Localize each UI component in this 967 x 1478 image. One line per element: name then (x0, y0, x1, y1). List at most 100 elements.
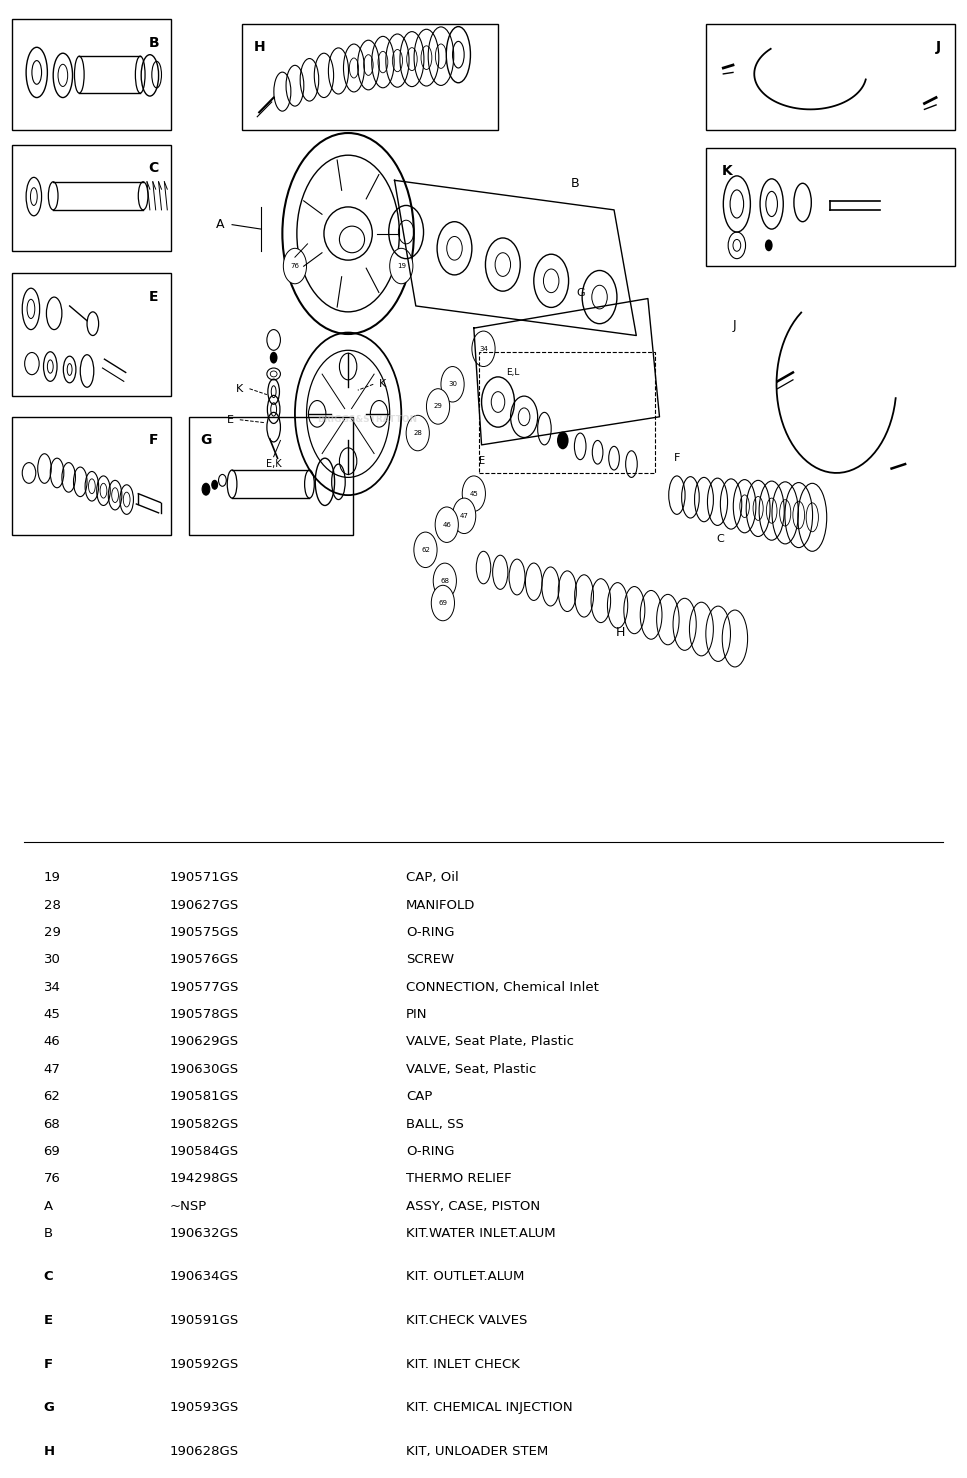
Bar (242, 24, 498, 130)
Text: KIT. OUTLET.ALUM: KIT. OUTLET.ALUM (406, 1271, 524, 1283)
Bar (479, 352, 655, 473)
Text: SCREW: SCREW (406, 953, 454, 967)
Text: E,L: E,L (506, 368, 519, 377)
Text: H: H (616, 627, 626, 638)
Text: G: G (200, 433, 212, 448)
Bar (12, 417, 171, 535)
Text: ASSY, CASE, PISTON: ASSY, CASE, PISTON (406, 1200, 541, 1212)
Text: BALL, SS: BALL, SS (406, 1117, 464, 1131)
Text: 46: 46 (442, 522, 452, 528)
Text: H: H (253, 40, 265, 55)
Text: 29: 29 (44, 927, 60, 939)
Circle shape (406, 415, 429, 451)
Circle shape (557, 432, 569, 449)
Text: G: G (576, 288, 584, 297)
Text: 34: 34 (479, 346, 488, 352)
Circle shape (202, 483, 210, 495)
Text: B: B (571, 177, 579, 189)
Circle shape (765, 239, 773, 251)
Circle shape (453, 498, 476, 534)
Circle shape (426, 389, 450, 424)
Text: 45: 45 (44, 1008, 60, 1021)
Text: 190630GS: 190630GS (169, 1063, 238, 1076)
Text: 68: 68 (440, 578, 450, 584)
Text: 190592GS: 190592GS (169, 1358, 239, 1370)
Circle shape (390, 248, 413, 284)
Text: 190571GS: 190571GS (169, 872, 239, 884)
Circle shape (270, 352, 278, 364)
Text: 62: 62 (421, 547, 430, 553)
Text: 19: 19 (396, 263, 406, 269)
Text: 76: 76 (290, 263, 300, 269)
Text: 69: 69 (44, 1145, 60, 1157)
Text: 190577GS: 190577GS (169, 981, 239, 993)
Text: 19: 19 (44, 872, 60, 884)
Text: KIT.WATER INLET.ALUM: KIT.WATER INLET.ALUM (406, 1227, 556, 1240)
Text: F: F (674, 454, 680, 463)
Text: K: K (236, 384, 244, 393)
Text: J: J (733, 319, 737, 331)
Circle shape (441, 367, 464, 402)
Bar (706, 24, 955, 130)
Text: 190584GS: 190584GS (169, 1145, 238, 1157)
Text: 190634GS: 190634GS (169, 1271, 238, 1283)
Text: 34: 34 (44, 981, 60, 993)
Text: O-RING: O-RING (406, 927, 454, 939)
Text: KIT, UNLOADER STEM: KIT, UNLOADER STEM (406, 1445, 548, 1457)
Text: MANIFOLD: MANIFOLD (406, 899, 476, 912)
Text: 190591GS: 190591GS (169, 1314, 239, 1327)
Text: C: C (44, 1271, 53, 1283)
Text: E: E (44, 1314, 52, 1327)
Text: 47: 47 (44, 1063, 60, 1076)
Text: H: H (44, 1445, 55, 1457)
Bar (706, 148, 955, 266)
Bar (12, 19, 171, 130)
Text: E: E (149, 290, 159, 304)
Circle shape (472, 331, 495, 367)
Text: 45: 45 (469, 491, 479, 497)
Text: 47: 47 (459, 513, 469, 519)
Text: 190576GS: 190576GS (169, 953, 239, 967)
Text: B: B (44, 1227, 52, 1240)
Text: C: C (149, 161, 159, 176)
Text: O-RING: O-RING (406, 1145, 454, 1157)
Text: CONNECTION, Chemical Inlet: CONNECTION, Chemical Inlet (406, 981, 599, 993)
Circle shape (435, 507, 458, 542)
Text: 28: 28 (413, 430, 423, 436)
Text: A: A (217, 219, 224, 231)
Text: 190627GS: 190627GS (169, 899, 239, 912)
Text: PIN: PIN (406, 1008, 427, 1021)
Text: VALVE, Seat, Plastic: VALVE, Seat, Plastic (406, 1063, 537, 1076)
Text: 190578GS: 190578GS (169, 1008, 239, 1021)
Text: ~NSP: ~NSP (169, 1200, 207, 1212)
Text: 68: 68 (44, 1117, 60, 1131)
Text: F: F (149, 433, 159, 448)
Text: 30: 30 (448, 381, 457, 387)
Text: 190593GS: 190593GS (169, 1401, 239, 1414)
Text: 190575GS: 190575GS (169, 927, 239, 939)
Text: 190581GS: 190581GS (169, 1091, 239, 1103)
Circle shape (431, 585, 454, 621)
Text: KIT. INLET CHECK: KIT. INLET CHECK (406, 1358, 520, 1370)
Circle shape (212, 480, 218, 489)
Bar (12, 273, 171, 396)
Text: C: C (717, 535, 724, 544)
Text: 29: 29 (433, 403, 443, 409)
Text: BRIGGS&STRATTON: BRIGGS&STRATTON (317, 415, 418, 424)
Bar (189, 417, 353, 535)
Text: 190582GS: 190582GS (169, 1117, 239, 1131)
Circle shape (414, 532, 437, 568)
Text: F: F (44, 1358, 52, 1370)
Text: A: A (44, 1200, 52, 1212)
Text: KIT. CHEMICAL INJECTION: KIT. CHEMICAL INJECTION (406, 1401, 572, 1414)
Text: 30: 30 (44, 953, 60, 967)
Text: J: J (935, 40, 941, 55)
Circle shape (433, 563, 456, 599)
Text: VALVE, Seat Plate, Plastic: VALVE, Seat Plate, Plastic (406, 1036, 574, 1048)
Text: G: G (44, 1401, 54, 1414)
Text: E: E (226, 415, 234, 424)
Bar (12, 145, 171, 251)
Text: 69: 69 (438, 600, 448, 606)
Text: 190632GS: 190632GS (169, 1227, 239, 1240)
Circle shape (283, 248, 307, 284)
